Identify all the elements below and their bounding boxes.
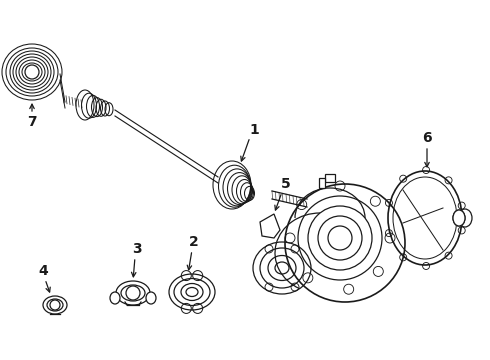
Ellipse shape [146,292,156,304]
Text: 7: 7 [27,115,37,129]
Text: 4: 4 [38,264,48,278]
Ellipse shape [453,210,465,226]
Text: 6: 6 [422,131,432,145]
Ellipse shape [110,292,120,304]
Bar [325,174,335,182]
Text: 2: 2 [189,235,199,249]
Ellipse shape [453,210,465,226]
Text: 1: 1 [249,123,259,137]
Text: 5: 5 [281,177,291,191]
Polygon shape [260,214,280,238]
Text: 3: 3 [132,242,142,256]
Bar [319,178,325,188]
